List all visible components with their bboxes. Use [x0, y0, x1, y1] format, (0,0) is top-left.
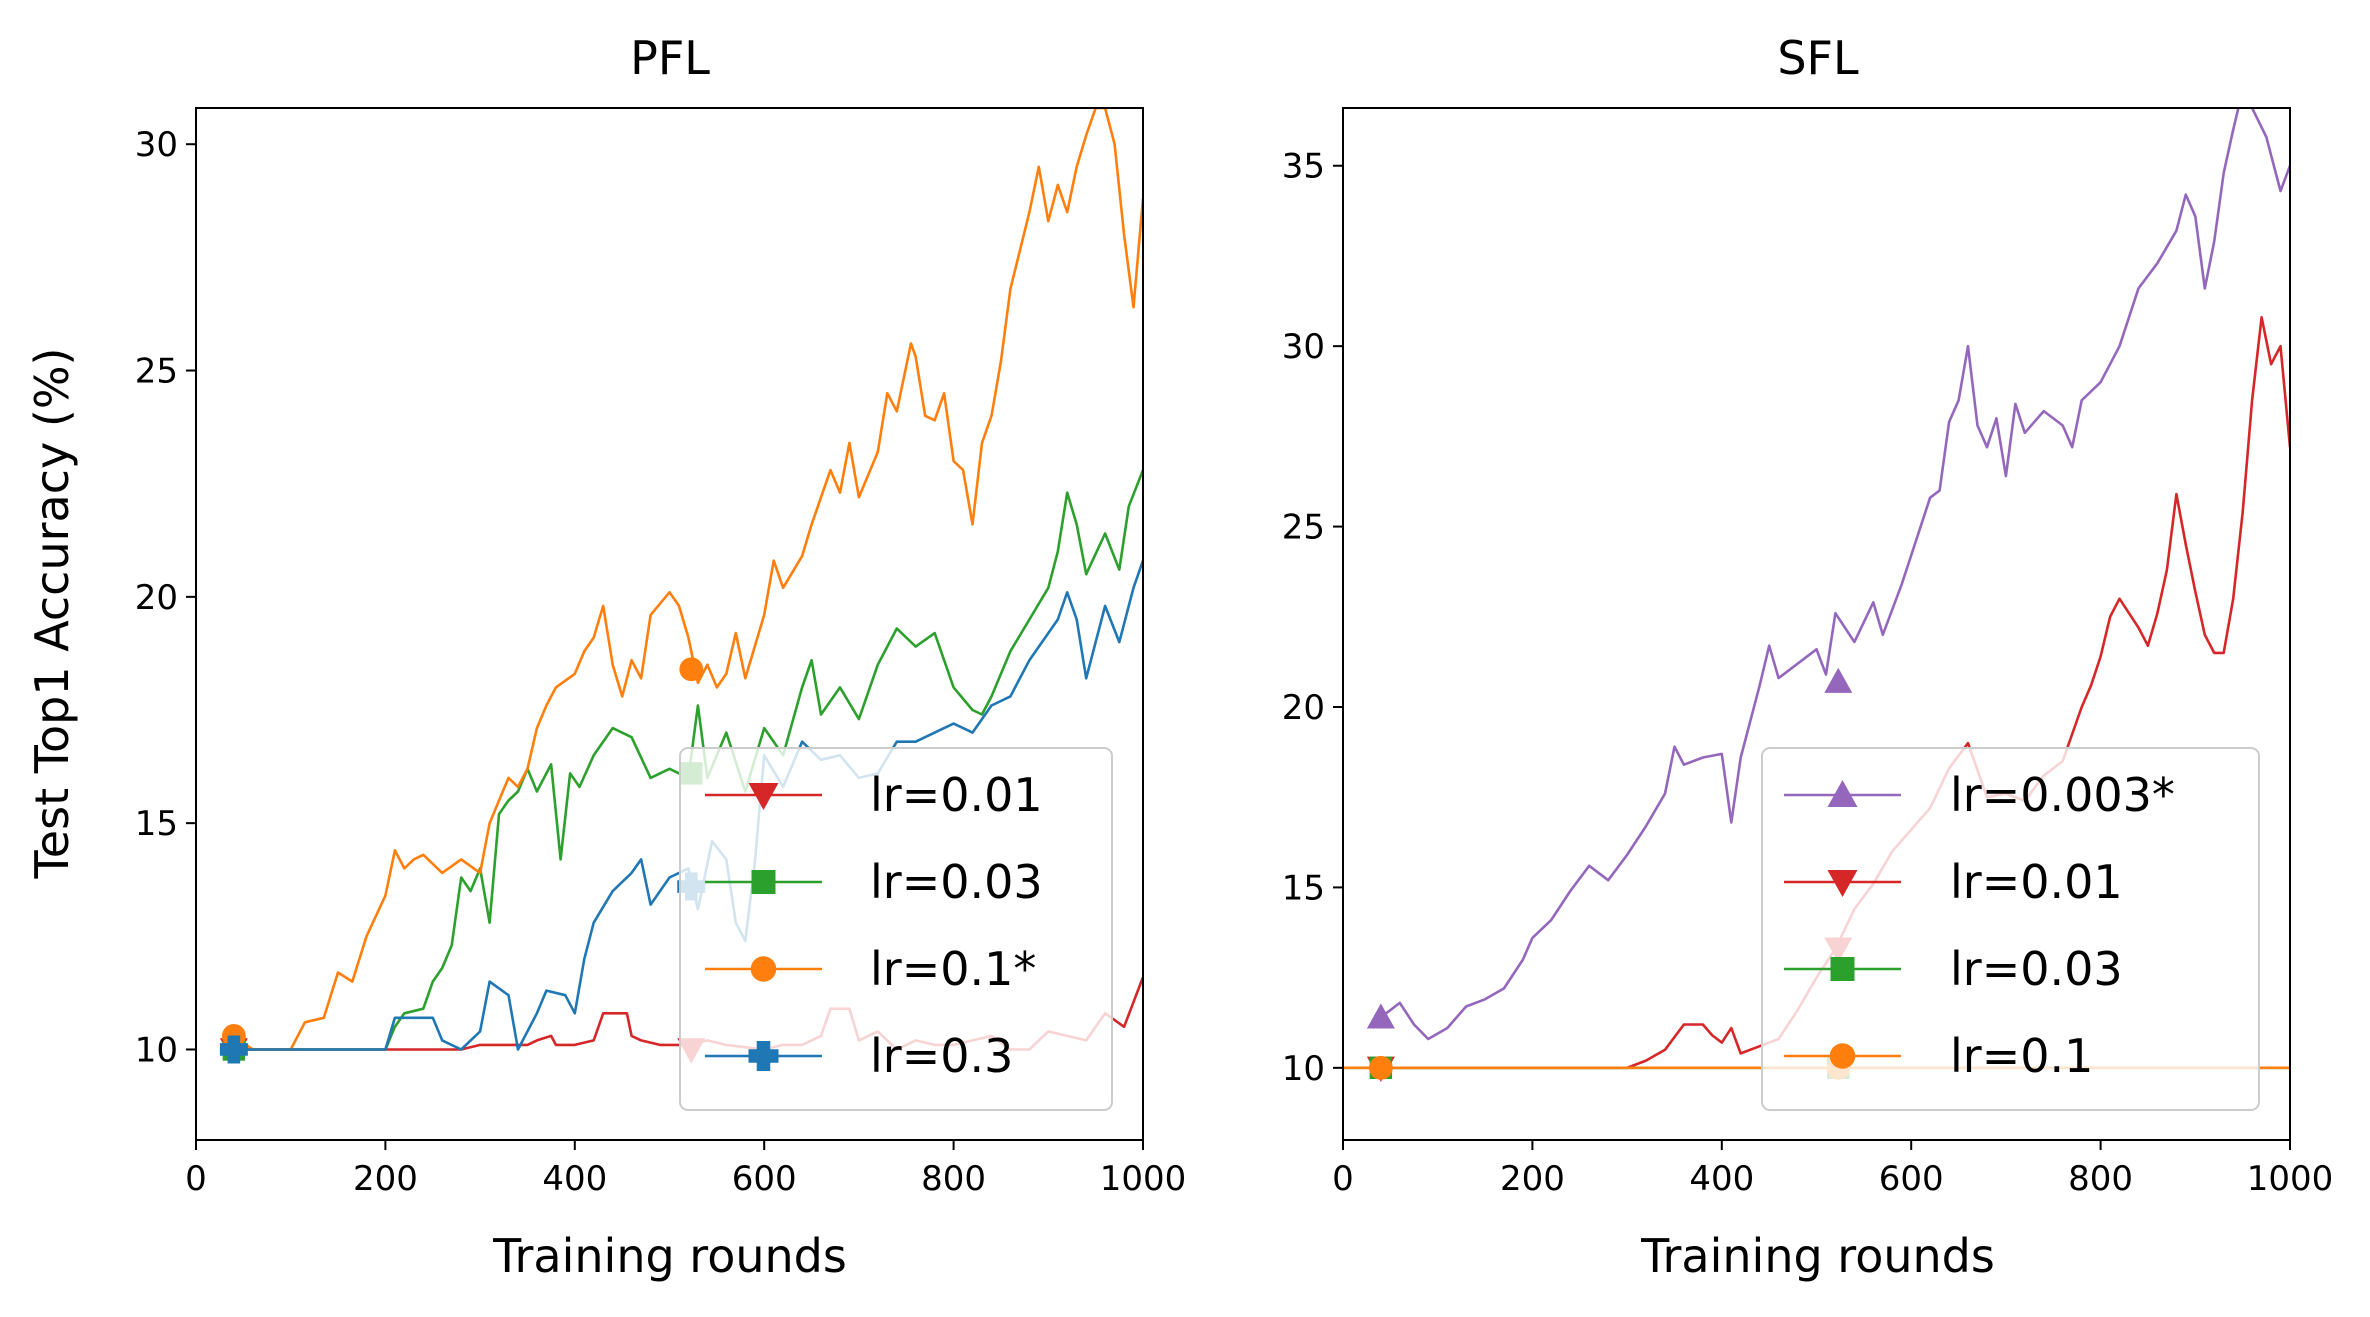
chart-title: PFL: [630, 31, 710, 85]
x-tick-label: 200: [1500, 1159, 1565, 1199]
series-marker: [679, 657, 704, 682]
series-line: [1380, 108, 2290, 1041]
y-tick-label: 10: [135, 1030, 178, 1070]
panel-sfl: SFL Training rounds 0 200 400 600 800 1000 10 1…: [1282, 31, 2334, 1283]
y-axis-label: Test Top1 Accuracy (%): [25, 348, 79, 880]
x-tick-label: 800: [921, 1159, 986, 1199]
legend-label: lr=0.03: [870, 855, 1043, 909]
y-tick-label: 35: [1282, 147, 1325, 187]
x-tick-label: 0: [1332, 1159, 1354, 1199]
legend-marker: [1830, 957, 1855, 981]
y-tick-label: 25: [1282, 508, 1325, 548]
y-tick-label: 15: [135, 804, 178, 844]
legend-marker: [751, 870, 776, 894]
legend-marker: [1827, 870, 1858, 897]
panel-pfl: PFL Test Top1 Accuracy (%) Training roun…: [25, 31, 1186, 1283]
series-line: [233, 108, 1143, 1051]
x-tick-label: 800: [2068, 1159, 2133, 1199]
series-marker: [1366, 1003, 1395, 1029]
legend-marker: [1827, 780, 1858, 807]
plot-frame: [195, 107, 1144, 1141]
legend-label: lr=0.1*: [870, 942, 1036, 996]
legend-marker: [748, 1041, 779, 1071]
legend-label: lr=0.01: [1950, 855, 2123, 909]
legend-box: [679, 747, 1113, 1111]
x-axis-label: Training rounds: [492, 1229, 847, 1283]
series-line: [233, 469, 1143, 1051]
x-tick-label: 400: [1689, 1159, 1754, 1199]
y-tick-label: 20: [1282, 688, 1325, 728]
x-tick-label: 400: [542, 1159, 607, 1199]
legend-marker: [1829, 1043, 1856, 1069]
y-tick-label: 20: [135, 578, 178, 618]
plot-frame: [1342, 107, 2291, 1141]
legend-marker: [748, 783, 779, 810]
x-tick-label: 600: [732, 1159, 797, 1199]
legend-marker: [750, 956, 777, 982]
y-tick-label: 25: [135, 352, 178, 392]
series-marker: [219, 1035, 248, 1064]
y-tick-label: 30: [1282, 327, 1325, 367]
legend: lr=0.003* lr=0.01 lr=0.03 lr=0.1: [1761, 747, 2260, 1111]
y-tick-label: 30: [135, 125, 178, 165]
chart-title: SFL: [1777, 31, 1859, 85]
legend-label: lr=0.03: [1950, 942, 2123, 996]
x-tick-label: 0: [185, 1159, 207, 1199]
x-tick-label: 200: [353, 1159, 418, 1199]
legend-box: [1761, 747, 2260, 1111]
y-tick-label: 15: [1282, 868, 1325, 908]
legend-label: lr=0.1: [1950, 1029, 2093, 1083]
legend-label: lr=0.3: [870, 1029, 1013, 1083]
x-tick-label: 1000: [1100, 1159, 1187, 1199]
x-tick-label: 600: [1879, 1159, 1944, 1199]
series-marker: [1368, 1055, 1393, 1080]
legend: lr=0.01 lr=0.03 lr=0.1* lr=0.3: [679, 747, 1113, 1111]
series-marker: [1824, 667, 1853, 693]
legend-label: lr=0.003*: [1950, 768, 2175, 822]
legend-label: lr=0.01: [870, 768, 1043, 822]
x-tick-label: 1000: [2247, 1159, 2334, 1199]
y-tick-label: 10: [1282, 1049, 1325, 1089]
x-axis-label: Training rounds: [1640, 1229, 1995, 1283]
